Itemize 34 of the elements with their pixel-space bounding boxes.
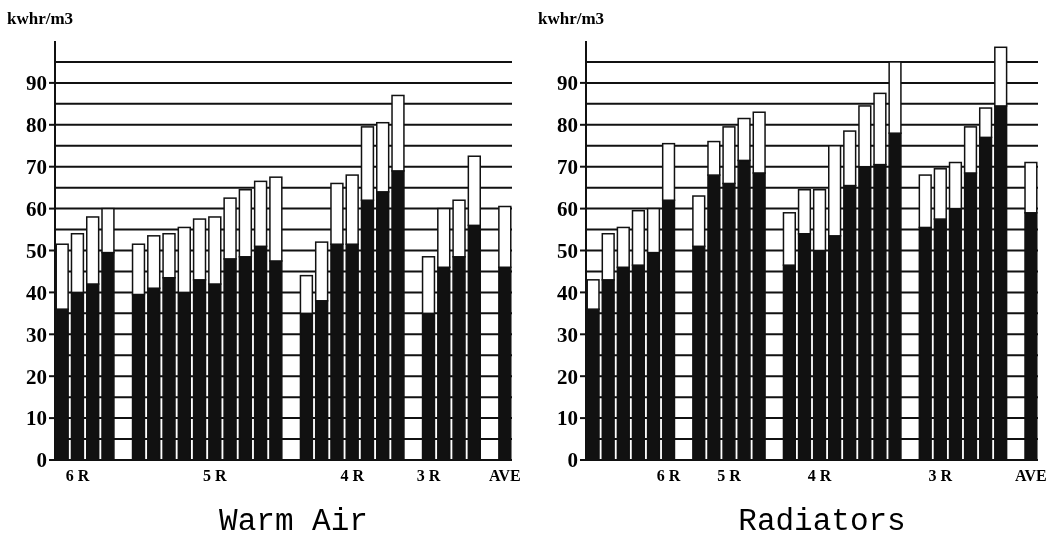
x-tick-label: 3 R xyxy=(416,467,441,484)
y-tick-label: 20 xyxy=(26,364,47,389)
y-tick-label: 0 xyxy=(36,448,47,473)
y-tick-label: 90 xyxy=(557,71,578,96)
y-tick-label: 60 xyxy=(557,196,578,221)
y-tick-label: 0 xyxy=(567,448,578,473)
text: Radiators xyxy=(738,504,906,539)
x-tick-label: 3 R xyxy=(928,467,953,484)
y-tick-label: 40 xyxy=(26,280,47,305)
y-tick-label: 50 xyxy=(557,238,578,263)
y-tick-label: 80 xyxy=(26,113,47,138)
y-axis-title: kwhr/m3 xyxy=(538,9,605,28)
y-tick-label: 30 xyxy=(26,322,47,347)
x-tick-label: 6 R xyxy=(656,467,681,484)
y-tick-label: 10 xyxy=(557,406,578,431)
x-tick-label: 5 R xyxy=(203,467,228,484)
y-tick-label: 70 xyxy=(557,155,578,180)
x-tick-label: AVE xyxy=(488,467,521,484)
y-tick-label: 80 xyxy=(557,113,578,138)
y-tick-label: 40 xyxy=(557,280,578,305)
x-tick-label: 4 R xyxy=(340,467,365,484)
y-axis-title: kwhr/m3 xyxy=(7,9,74,28)
y-tick-label: 60 xyxy=(26,196,47,221)
y-tick-label: 20 xyxy=(557,364,578,389)
y-tick-label: 50 xyxy=(26,238,47,263)
y-tick-label: 70 xyxy=(26,155,47,180)
text: Warm Air xyxy=(219,504,368,539)
y-tick-label: 30 xyxy=(557,322,578,347)
y-tick-label: 10 xyxy=(26,406,47,431)
x-tick-label: 6 R xyxy=(65,467,90,484)
x-tick-label: 5 R xyxy=(717,467,742,484)
x-tick-label: 4 R xyxy=(807,467,832,484)
x-tick-label: AVE xyxy=(1015,467,1047,484)
y-tick-label: 90 xyxy=(26,71,47,96)
